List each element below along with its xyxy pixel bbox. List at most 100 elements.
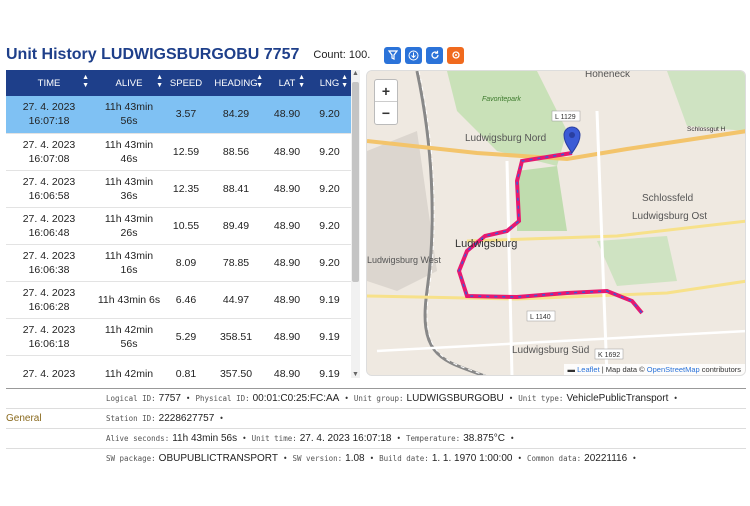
map-label-ludwigsburg-ost: Ludwigsburg Ost [632,211,707,222]
info-row-station: General Station ID: 2228627757 • [6,409,746,429]
col-alive[interactable]: ALIVE ▲ ▼ [92,70,166,96]
cell-time: 27. 4. 2023 16:07:18 [6,96,92,134]
table-row[interactable]: 27. 4. 2023 16:07:08 11h 43min 46s 12.59 88.5… [6,133,351,171]
sort-icon: ▲ ▼ [256,74,263,89]
map-attribution: ▬ Leaflet | Map data © OpenStreetMap con… [563,364,745,375]
cell-time: 27. 4. 2023 16:06:28 [6,281,92,319]
info-value: LUDWIGSBURGOBU [406,393,504,404]
map-label-schlossfeld: Schlossfeld [642,193,693,204]
cell-time: 27. 4. 2023 16:06:18 [6,318,92,356]
info-key: Common data: [526,454,582,463]
cell-lng: 9.20 [308,133,351,171]
park-area [447,71,567,166]
download-icon [408,50,419,60]
separator: • [508,394,514,403]
separator: • [632,454,637,463]
col-lat[interactable]: LAT ▲ ▼ [266,70,308,96]
col-speed[interactable]: SPEED [166,70,206,96]
cell-time: 27. 4. 2023 16:06:38 [6,244,92,282]
road [505,160,514,375]
park-area [597,236,677,286]
table-row[interactable]: 27. 4. 2023 16:06:18 11h 42min 56s 5.29 358.5… [6,318,351,356]
separator: • [344,394,349,403]
cell-lng: 9.20 [308,170,351,208]
cell-lat: 48.90 [266,281,308,319]
info-key: SW package: [106,454,156,463]
info-key: Alive seconds: [106,434,170,443]
table-row[interactable]: 27. 4. 2023 16:06:28 11h 43min 6s 6.46 44.97… [6,281,351,319]
col-heading[interactable]: HEADING ▲ ▼ [206,70,266,96]
leaflet-link[interactable]: Leaflet [577,365,600,374]
road-shield [526,310,556,322]
road [376,329,745,353]
info-key: Physical ID: [195,394,250,403]
map-view[interactable]: + − Hoheneck Favoritepark Ludwigsburg No… [366,70,746,376]
info-value: 1.08 [345,453,365,464]
scrollbar-thumb[interactable] [352,82,359,282]
info-key: Build date: [379,454,429,463]
scroll-down-icon[interactable]: ▼ [352,371,359,378]
table-row[interactable]: 27. 4. 2023 16:06:38 11h 43min 16s 8.09 78.85… [6,244,351,282]
info-key: Logical ID: [106,394,156,403]
osm-link[interactable]: OpenStreetMap [646,365,700,374]
info-key: Unit time: [251,434,297,443]
table-row[interactable]: 27. 4. 2023 16:07:18 11h 43min 56s 3.57 84.29… [6,96,351,134]
info-key: Unit group: [353,394,404,403]
refresh-button[interactable] [426,46,444,64]
info-value: 11h 43min 56s [172,433,238,444]
info-key: SW version: [292,454,343,463]
cell-heading: 357.50 [206,355,266,378]
cell-lng: 9.19 [308,318,351,356]
map-label-hoheneck: Hoheneck [585,71,631,80]
info-value: 7757 [158,393,181,404]
zoom-in-button[interactable]: + [375,80,397,102]
industrial-area [367,131,437,291]
vehicle-marker-icon[interactable] [563,126,581,154]
cell-alive: 11h 43min 26s [92,207,166,245]
download-button[interactable] [405,46,423,64]
info-value: OBUPUBLICTRANSPORT [158,453,278,464]
railway [415,71,486,375]
info-key: Temperature: [406,434,461,443]
col-lng[interactable]: LNG ▲ ▼ [308,70,351,96]
sort-icon: ▲ ▼ [82,74,89,89]
map-canvas: Hoheneck Favoritepark Ludwigsburg Nord L… [367,71,745,375]
cell-alive: 11h 42min [92,355,166,378]
sort-icon: ▲ ▼ [298,74,305,89]
cell-alive: 11h 43min 36s [92,170,166,208]
cell-speed: 10.55 [166,207,206,245]
separator: • [396,434,402,443]
table-scrollbar[interactable]: ▲ ▼ [351,70,360,378]
zoom-out-button[interactable]: − [381,105,391,121]
cell-lng: 9.19 [308,281,351,319]
map-label-l1129: L 1129 [555,114,576,121]
col-time[interactable]: TIME ▲ ▼ [6,70,92,96]
sort-icon: ▲ ▼ [341,74,348,89]
separator: • [517,454,522,463]
park-area [517,166,567,231]
cell-lat: 48.90 [266,96,308,134]
cell-speed: 12.35 [166,170,206,208]
info-value: VehiclePublicTransport [566,393,669,404]
map-label-ludwigsburg-nord: Ludwigsburg Nord [465,133,546,144]
info-row-status: Alive seconds: 11h 43min 56s • Unit time: 27… [6,429,746,449]
cell-alive: 11h 43min 56s [92,96,166,134]
info-key: Station ID: [106,414,156,423]
info-key: Unit type: [518,394,564,403]
cell-speed: 0.81 [166,355,206,378]
zoom-control: + − [374,79,398,125]
cell-lat: 48.90 [266,318,308,356]
unit-info-panel: Logical ID: 7757 • Physical ID: 00:01:C0:25:… [6,388,746,469]
info-value: 00:01:C0:25:FC:AA [252,393,340,404]
table-row[interactable]: 27. 4. 2023 16:06:48 11h 43min 26s 10.55 89.4… [6,207,351,245]
table-row[interactable]: 27. 4. 2023 16:06:58 11h 43min 36s 12.35 88.4… [6,170,351,208]
table-row[interactable]: 27. 4. 2023 11h 42min 0.81 357.50 48.90 9.19 [6,355,351,378]
filter-icon [387,50,398,60]
park-area [667,71,745,131]
scroll-up-icon[interactable]: ▲ [352,70,359,77]
separator: • [282,454,288,463]
live-button[interactable] [447,46,465,64]
history-table-container: TIME ▲ ▼ ALIVE ▲ ▼ SPEED HEADING ▲ ▼ LAT ▲ ▼ LNG… [6,70,360,378]
cell-heading: 88.41 [206,170,266,208]
filter-button[interactable] [384,46,402,64]
